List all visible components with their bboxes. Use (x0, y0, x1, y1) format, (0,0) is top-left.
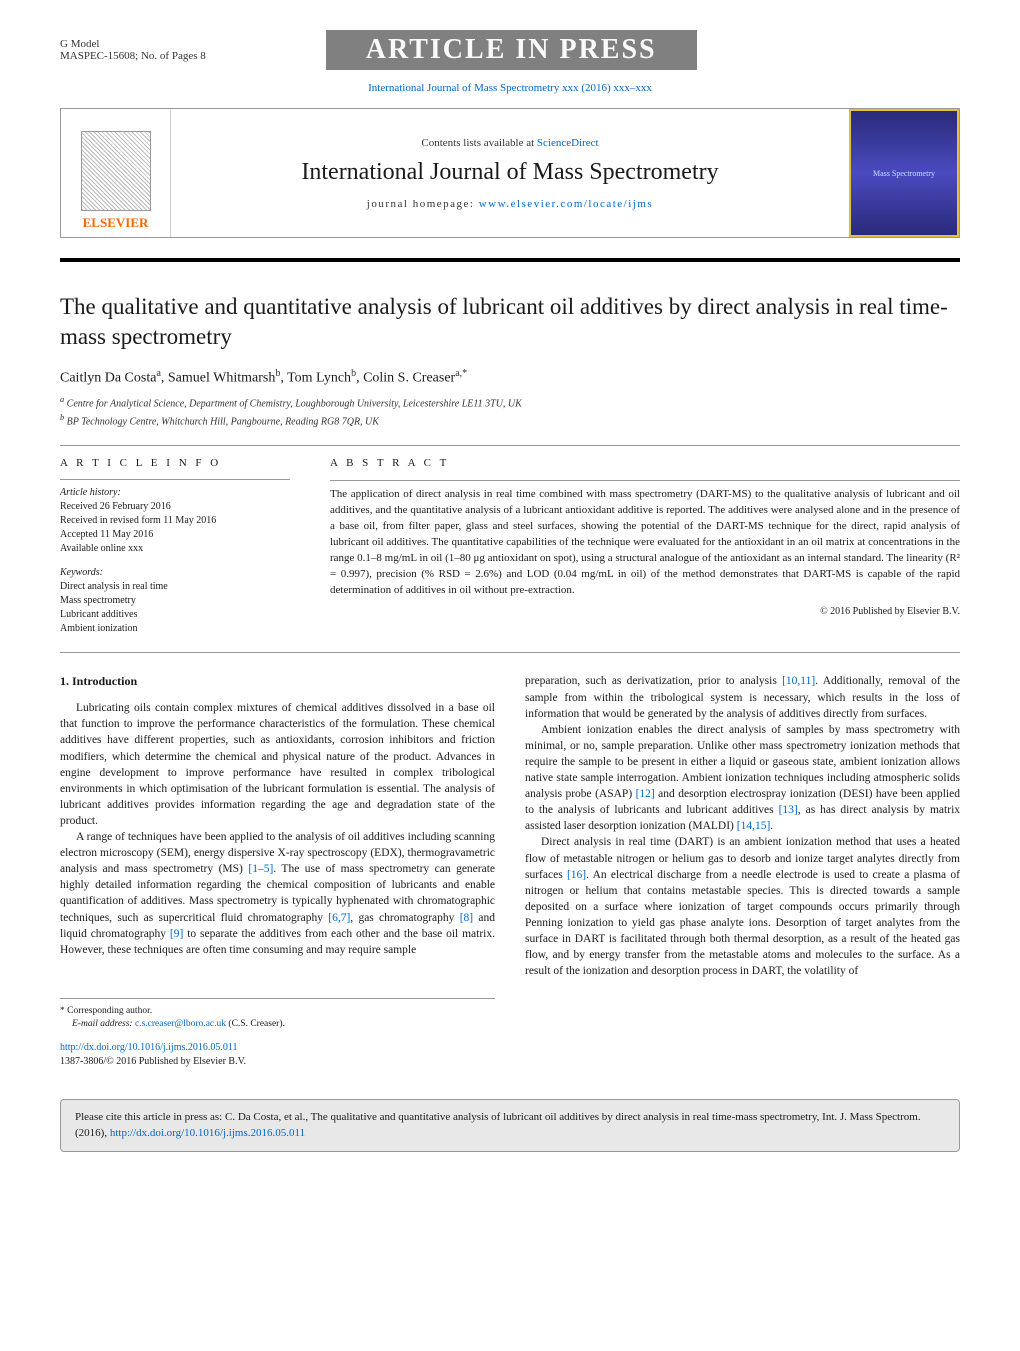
abstract-heading: A B S T R A C T (330, 456, 960, 472)
footnotes-block: * Corresponding author. E-mail address: … (60, 998, 495, 1032)
affil-b-text: BP Technology Centre, Whitchurch Hill, P… (67, 416, 379, 427)
elsevier-logo-block: ELSEVIER (61, 109, 171, 237)
right-para-3: Direct analysis in real time (DART) is a… (525, 834, 960, 979)
author-3: Tom Lynch (287, 370, 351, 385)
email-label: E-mail address: (72, 1019, 135, 1029)
article-title: The qualitative and quantitative analysi… (60, 292, 960, 352)
affiliation-a: a Centre for Analytical Science, Departm… (60, 394, 960, 411)
right-column: preparation, such as derivatization, pri… (525, 673, 960, 1069)
black-divider (60, 258, 960, 262)
author-4-affil: a,* (455, 368, 467, 379)
ref-6-7[interactable]: [6,7] (328, 912, 350, 924)
ref-14-15[interactable]: [14,15] (737, 820, 771, 832)
section-1-heading: 1. Introduction (60, 673, 495, 690)
journal-issue-link[interactable]: International Journal of Mass Spectromet… (60, 82, 960, 94)
ref-13[interactable]: [13] (779, 804, 798, 816)
author-2: Samuel Whitmarsh (168, 370, 275, 385)
doi-link[interactable]: http://dx.doi.org/10.1016/j.ijms.2016.05… (60, 1042, 238, 1053)
info-divider (60, 479, 290, 480)
article-info-block: A R T I C L E I N F O Article history: R… (60, 456, 290, 636)
keyword-3: Lubricant additives (60, 608, 290, 622)
cite-doi-link[interactable]: http://dx.doi.org/10.1016/j.ijms.2016.05… (110, 1127, 305, 1139)
homepage-url[interactable]: www.elsevier.com/locate/ijms (479, 198, 653, 210)
left-column: 1. Introduction Lubricating oils contain… (60, 673, 495, 1069)
received-date: Received 26 February 2016 (60, 500, 290, 514)
journal-name: International Journal of Mass Spectromet… (301, 159, 718, 186)
author-email[interactable]: c.s.creaser@lboro.ac.uk (135, 1019, 226, 1029)
gmodel-block: G Model MASPEC-15608; No. of Pages 8 (60, 38, 206, 62)
journal-cover-thumbnail: Mass Spectrometry (849, 109, 959, 237)
author-3-affil: b (351, 368, 356, 379)
citation-box: Please cite this article in press as: C.… (60, 1099, 960, 1152)
rp2-d: . (770, 820, 773, 832)
page: G Model MASPEC-15608; No. of Pages 8 ART… (0, 0, 1020, 1182)
divider (60, 445, 960, 446)
email-line: E-mail address: c.s.creaser@lboro.ac.uk … (60, 1018, 495, 1031)
abstract-divider (330, 480, 960, 481)
doi-block: http://dx.doi.org/10.1016/j.ijms.2016.05… (60, 1041, 495, 1069)
right-para-1: preparation, such as derivatization, pri… (525, 673, 960, 721)
ref-12[interactable]: [12] (636, 788, 655, 800)
history-label: Article history: (60, 486, 290, 500)
author-1: Caitlyn Da Costa (60, 370, 156, 385)
ref-9[interactable]: [9] (170, 928, 183, 940)
rp1-a: preparation, such as derivatization, pri… (525, 675, 782, 687)
online-date: Available online xxx (60, 542, 290, 556)
sciencedirect-link[interactable]: ScienceDirect (537, 137, 599, 149)
keywords-label: Keywords: (60, 566, 290, 580)
keyword-2: Mass spectrometry (60, 594, 290, 608)
abstract-copyright: © 2016 Published by Elsevier B.V. (330, 605, 960, 620)
body-columns: 1. Introduction Lubricating oils contain… (60, 673, 960, 1069)
banner-center: Contents lists available at ScienceDirec… (171, 109, 849, 237)
info-abstract-row: A R T I C L E I N F O Article history: R… (60, 456, 960, 636)
revised-date: Received in revised form 11 May 2016 (60, 514, 290, 528)
author-4: Colin S. Creaser (363, 370, 455, 385)
ref-8[interactable]: [8] (460, 912, 473, 924)
ref-1-5[interactable]: [1–5] (248, 863, 273, 875)
elsevier-tree-icon (81, 131, 151, 211)
rp3-b: . An electrical discharge from a needle … (525, 869, 960, 978)
corresponding-author: * Corresponding author. (60, 1005, 495, 1018)
affiliation-b: b BP Technology Centre, Whitchurch Hill,… (60, 412, 960, 429)
article-in-press-banner: ARTICLE IN PRESS (326, 30, 697, 70)
abstract-text: The application of direct analysis in re… (330, 487, 960, 599)
authors-line: Caitlyn Da Costaa, Samuel Whitmarshb, To… (60, 368, 960, 387)
article-info-heading: A R T I C L E I N F O (60, 456, 290, 471)
elsevier-label: ELSEVIER (83, 215, 149, 231)
cover-text: Mass Spectrometry (873, 169, 935, 178)
right-para-2: Ambient ionization enables the direct an… (525, 722, 960, 835)
accepted-date: Accepted 11 May 2016 (60, 528, 290, 542)
divider-2 (60, 652, 960, 653)
gmodel-line1: G Model (60, 38, 206, 50)
intro-para-2: A range of techniques have been applied … (60, 829, 495, 958)
journal-banner: ELSEVIER Contents lists available at Sci… (60, 108, 960, 238)
keyword-1: Direct analysis in real time (60, 580, 290, 594)
affil-a-text: Centre for Analytical Science, Departmen… (67, 399, 522, 410)
author-2-affil: b (275, 368, 280, 379)
intro-para-1: Lubricating oils contain complex mixture… (60, 700, 495, 829)
ref-16[interactable]: [16] (567, 869, 586, 881)
p2-text-c: , gas chromatography (350, 912, 459, 924)
issn-copyright: 1387-3806/© 2016 Published by Elsevier B… (60, 1056, 246, 1067)
abstract-block: A B S T R A C T The application of direc… (330, 456, 960, 636)
homepage-line: journal homepage: www.elsevier.com/locat… (367, 198, 653, 210)
ref-10-11[interactable]: [10,11] (782, 675, 815, 687)
contents-line: Contents lists available at ScienceDirec… (421, 137, 598, 149)
gmodel-line2: MASPEC-15608; No. of Pages 8 (60, 50, 206, 62)
contents-prefix: Contents lists available at (421, 137, 536, 149)
author-1-affil: a (156, 368, 160, 379)
homepage-label: journal homepage: (367, 198, 479, 210)
header-row: G Model MASPEC-15608; No. of Pages 8 ART… (60, 30, 960, 70)
keyword-4: Ambient ionization (60, 622, 290, 636)
email-name: (C.S. Creaser). (226, 1019, 285, 1029)
